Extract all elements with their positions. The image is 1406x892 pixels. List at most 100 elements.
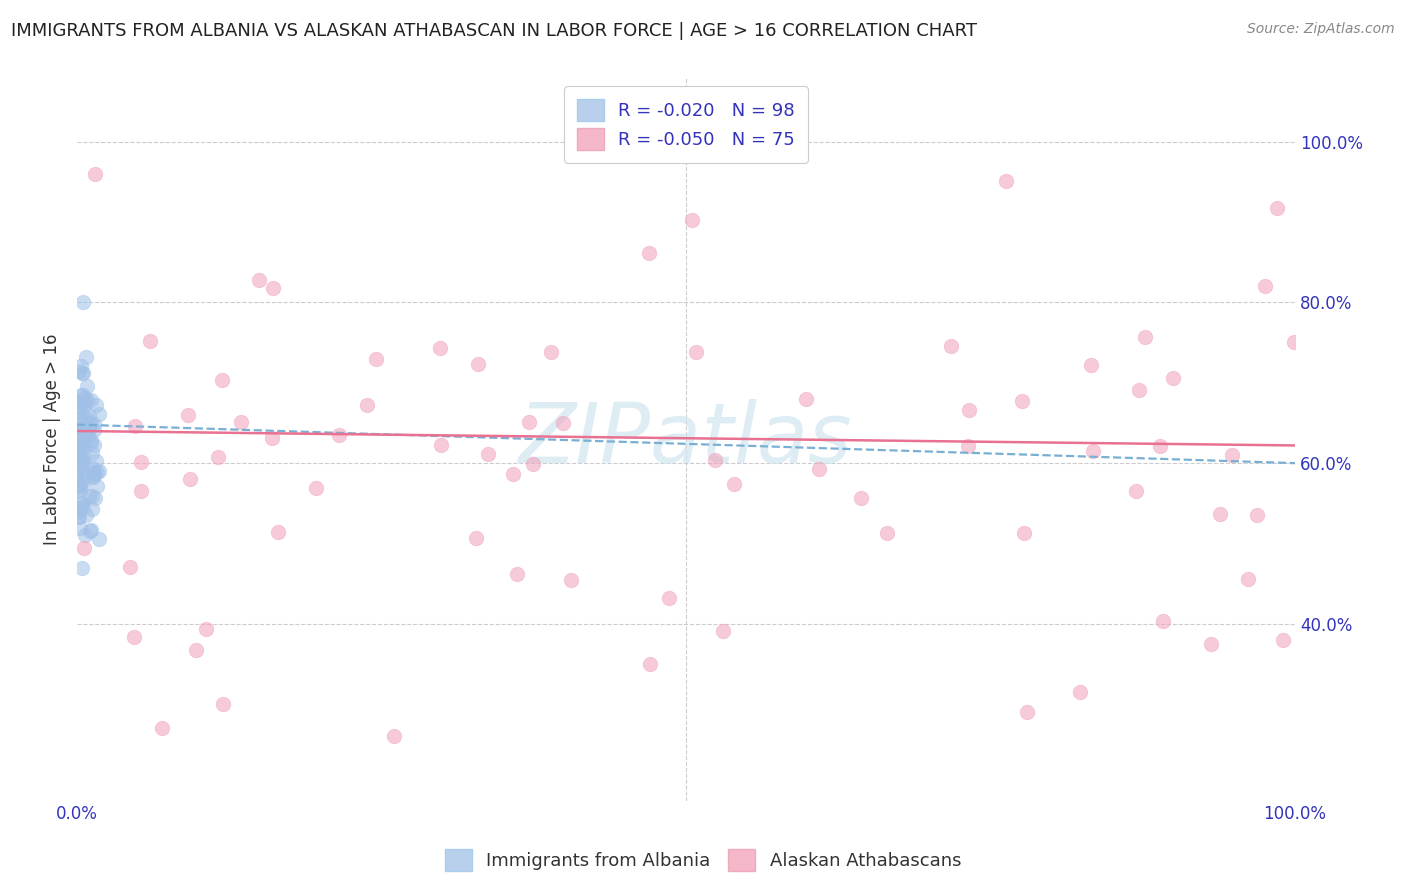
Text: IMMIGRANTS FROM ALBANIA VS ALASKAN ATHABASCAN IN LABOR FORCE | AGE > 16 CORRELAT: IMMIGRANTS FROM ALBANIA VS ALASKAN ATHAB… (11, 22, 977, 40)
Point (80, 433, 103, 447)
Point (66, 475, 89, 489)
Point (69, 477, 91, 491)
Point (129, 484, 152, 499)
Point (83, 417, 105, 431)
Point (69, 428, 91, 442)
Point (75, 412, 97, 426)
Point (956, 439, 979, 453)
Point (80, 502, 103, 516)
Point (72, 366, 94, 380)
Point (477, 447, 499, 461)
Point (506, 566, 529, 581)
Point (84, 398, 107, 412)
Point (69, 441, 91, 455)
Point (69, 473, 91, 487)
Point (1220, 448, 1243, 462)
Point (73, 541, 96, 555)
Point (87, 465, 110, 479)
Point (681, 213, 703, 227)
Point (66, 510, 89, 524)
Point (72, 496, 94, 510)
Point (80, 417, 103, 431)
Point (69, 359, 91, 374)
Point (1133, 329, 1156, 343)
Point (124, 630, 146, 644)
Point (72, 409, 94, 424)
Point (939, 338, 962, 352)
Point (212, 697, 235, 711)
Point (66, 420, 89, 434)
Point (522, 458, 544, 472)
Point (1152, 614, 1174, 628)
Point (517, 415, 540, 429)
Point (66, 429, 89, 443)
Point (560, 573, 582, 587)
Point (69, 497, 91, 511)
Point (685, 345, 707, 359)
Point (72, 393, 94, 408)
Point (80, 436, 103, 450)
Point (69, 410, 91, 425)
Point (77, 489, 100, 503)
Point (73, 399, 96, 413)
Point (231, 415, 253, 429)
Point (77, 416, 100, 430)
Point (638, 657, 661, 671)
Point (304, 481, 326, 495)
Point (84, 167, 107, 181)
Point (87, 533, 110, 547)
Point (73, 447, 96, 461)
Point (75, 425, 97, 439)
Point (77, 408, 100, 422)
Point (69, 521, 91, 535)
Point (70, 445, 93, 459)
Point (1069, 685, 1091, 699)
Point (1271, 632, 1294, 647)
Point (79, 524, 101, 538)
Point (67, 462, 90, 476)
Point (76, 392, 98, 407)
Point (69, 483, 91, 498)
Point (467, 357, 489, 371)
Point (1253, 279, 1275, 293)
Point (1246, 508, 1268, 523)
Point (540, 345, 562, 359)
Point (851, 491, 873, 505)
Point (1011, 393, 1033, 408)
Legend: R = -0.020   N = 98, R = -0.050   N = 75: R = -0.020 N = 98, R = -0.050 N = 75 (564, 87, 808, 163)
Point (86, 465, 108, 479)
Point (80, 489, 103, 503)
Point (502, 467, 524, 481)
Point (67, 450, 90, 465)
Point (84, 454, 107, 468)
Point (67, 425, 90, 439)
Point (67, 364, 90, 378)
Point (1237, 572, 1260, 586)
Point (186, 643, 208, 657)
Point (138, 334, 160, 348)
Point (551, 416, 574, 430)
Point (76, 378, 98, 392)
Point (83, 467, 105, 481)
Point (429, 341, 451, 355)
Point (72, 500, 94, 515)
Point (70, 425, 93, 439)
Point (73, 425, 96, 439)
Point (75, 351, 97, 365)
Point (1265, 201, 1288, 215)
Point (195, 623, 218, 637)
Point (267, 524, 290, 539)
Y-axis label: In Labor Force | Age > 16: In Labor Force | Age > 16 (44, 334, 60, 545)
Point (429, 438, 451, 452)
Point (876, 525, 898, 540)
Point (80, 446, 103, 460)
Point (75, 508, 97, 522)
Point (131, 455, 153, 469)
Point (1208, 508, 1230, 522)
Point (1161, 371, 1184, 385)
Point (150, 721, 173, 735)
Point (67, 399, 90, 413)
Point (70, 458, 93, 473)
Point (83, 438, 105, 452)
Point (80, 523, 103, 537)
